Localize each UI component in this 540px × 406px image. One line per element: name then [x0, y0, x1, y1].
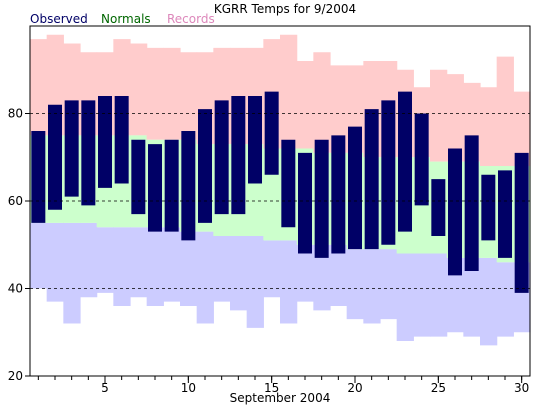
observed-bar-day-23	[398, 91, 412, 232]
record-high-bar-day-1	[30, 39, 48, 136]
record-low-bar-day-14	[246, 236, 264, 328]
observed-bar-day-1	[31, 131, 46, 223]
observed-bar-day-6	[114, 96, 129, 184]
record-low-bar-day-18	[313, 244, 331, 311]
plot-area: 5 10 15 20 25 30 20 40 60 80	[8, 25, 531, 395]
record-low-bar-day-26	[446, 257, 464, 333]
legend-records: Records	[167, 12, 215, 26]
record-low-bar-day-24	[413, 253, 431, 337]
y-tick-label-40: 40	[8, 282, 23, 296]
x-tick-label-25: 25	[431, 381, 446, 395]
record-high-bar-day-9	[163, 47, 181, 140]
observed-bar-day-8	[148, 144, 162, 232]
observed-bar-day-14	[248, 96, 262, 184]
observed-bar-day-13	[231, 96, 246, 215]
record-low-bar-day-12	[213, 236, 231, 302]
record-low-bar-day-2	[46, 222, 64, 302]
record-high-bar-day-30	[513, 91, 531, 166]
observed-bar-day-18	[314, 139, 329, 258]
x-tick-label-20: 20	[347, 381, 362, 395]
record-high-bar-day-28	[480, 87, 498, 166]
record-low-bar-day-22	[380, 249, 398, 320]
record-high-bar-day-26	[446, 74, 464, 162]
observed-bar-day-9	[164, 139, 179, 232]
record-low-bar-day-16	[280, 240, 298, 324]
record-low-bar-day-10	[180, 231, 198, 306]
x-tick-label-30: 30	[514, 381, 529, 395]
y-tick-label-20: 20	[8, 369, 23, 383]
record-low-bar-day-6	[113, 227, 131, 306]
observed-bar-day-15	[264, 91, 279, 175]
observed-bar-day-3	[64, 100, 79, 197]
y-tick-label-60: 60	[8, 194, 23, 208]
observed-bar-day-17	[298, 152, 312, 254]
legend-observed: Observed	[30, 12, 88, 26]
record-low-bar-day-8	[146, 227, 164, 306]
record-low-bar-day-20	[346, 249, 364, 320]
record-low-bar-day-23	[396, 253, 414, 341]
record-high-bar-day-7	[130, 43, 148, 136]
observed-bar-day-24	[414, 113, 429, 206]
x-tick-label-15: 15	[264, 381, 279, 395]
record-low-bar-day-28	[480, 257, 498, 346]
observed-bar-day-7	[131, 139, 146, 215]
record-low-bar-day-21	[363, 249, 381, 324]
record-low-bar-day-4	[80, 222, 98, 298]
record-low-bar-day-7	[130, 227, 148, 298]
observed-bar-day-5	[98, 96, 112, 188]
record-high-bar-day-16	[280, 34, 298, 149]
observed-bar-day-20	[348, 126, 362, 250]
record-low-bar-day-1	[30, 222, 48, 289]
record-low-bar-day-9	[163, 227, 181, 302]
record-high-bar-day-29	[496, 56, 514, 166]
record-low-bar-day-13	[230, 236, 248, 311]
observed-bar-day-4	[81, 100, 96, 206]
observed-bar-day-10	[181, 131, 196, 241]
observed-bar-day-21	[364, 109, 379, 250]
observed-bar-day-12	[214, 100, 229, 215]
legend-normals: Normals	[101, 12, 151, 26]
record-low-bar-day-15	[263, 240, 281, 298]
record-low-bar-day-29	[496, 262, 514, 337]
observed-bar-day-11	[198, 109, 212, 223]
observed-bar-day-30	[514, 152, 529, 293]
observed-bar-day-2	[48, 104, 62, 210]
record-high-bar-day-25	[430, 69, 448, 162]
record-low-bar-day-11	[196, 231, 214, 324]
observed-bar-day-22	[381, 100, 396, 245]
observed-bar-day-27	[464, 135, 479, 271]
observed-bar-day-19	[331, 135, 346, 254]
record-high-bar-day-18	[313, 52, 331, 153]
observed-bar-day-29	[498, 170, 512, 258]
record-high-bar-day-8	[146, 47, 164, 140]
record-low-bar-day-17	[296, 244, 314, 302]
observed-bar-day-25	[431, 179, 446, 236]
x-tick-label-5: 5	[101, 381, 109, 395]
x-tick-label-10: 10	[181, 381, 196, 395]
observed-bar-day-28	[481, 174, 496, 241]
record-low-bar-day-3	[63, 222, 81, 324]
y-tick-label-80: 80	[8, 107, 23, 121]
record-low-bar-day-5	[96, 227, 114, 293]
record-high-bar-day-19	[330, 65, 348, 153]
record-high-bar-day-17	[296, 61, 314, 149]
x-axis-label: September 2004	[230, 391, 331, 405]
record-low-bar-day-19	[330, 244, 348, 306]
record-low-bar-day-25	[430, 253, 448, 337]
record-low-bar-day-27	[463, 257, 481, 337]
observed-bar-day-26	[448, 148, 462, 276]
observed-bar-day-16	[281, 139, 296, 228]
chart-title: KGRR Temps for 9/2004	[214, 2, 356, 16]
record-high-bar-day-10	[180, 52, 198, 140]
